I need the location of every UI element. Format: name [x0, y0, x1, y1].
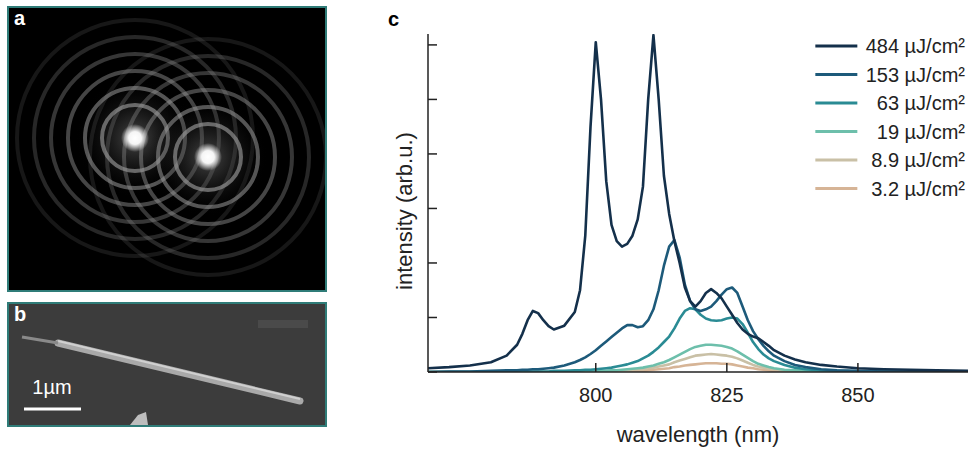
- panel-b-frame: [8, 303, 326, 426]
- background: [0, 0, 975, 455]
- legend-swatch: [815, 73, 857, 76]
- figure: 1µm a b c 800 825 850 wavelength (nm) intensity …: [0, 0, 975, 455]
- legend-label: 19 µJ/cm²: [877, 121, 966, 143]
- legend-label: 153 µJ/cm²: [866, 64, 966, 86]
- y-axis: [427, 34, 429, 372]
- nanowire-edge: [58, 341, 300, 399]
- legend-swatch: [815, 187, 857, 190]
- y-tick: [428, 99, 437, 101]
- panel-label: b: [14, 303, 26, 325]
- legend-label: 63 µJ/cm²: [877, 92, 966, 114]
- legend-swatch: [815, 159, 857, 162]
- x-tick-label: 825: [710, 384, 743, 406]
- plot-lines: [428, 35, 968, 372]
- x-tick: [857, 363, 859, 372]
- substrate-feature: [258, 320, 308, 328]
- ring: [158, 107, 258, 207]
- y-tick: [428, 317, 437, 319]
- y-tick: [428, 153, 437, 155]
- legend-label: 8.9 µJ/cm²: [871, 149, 965, 171]
- x-tick-label: 850: [841, 384, 874, 406]
- bright-spot: [121, 124, 149, 152]
- image-ground: [9, 8, 325, 290]
- legend: 484 µJ/cm² 153 µJ/cm² 63 µJ/cm² 19 µJ/cm² 8.…: [815, 35, 965, 200]
- ring: [141, 90, 275, 224]
- image-ground: [9, 304, 325, 425]
- ring: [90, 39, 325, 275]
- ring: [124, 73, 292, 241]
- spectrum-line: [428, 308, 968, 372]
- legend-swatch: [815, 45, 857, 48]
- spectrum-line: [428, 35, 968, 371]
- spectrum-line: [428, 345, 968, 372]
- x-tick: [595, 363, 597, 372]
- bright-spot: [194, 143, 222, 171]
- y-tick: [428, 262, 437, 264]
- scale-bar: [24, 408, 81, 411]
- nanowire-tip: [22, 337, 58, 343]
- x-tick: [726, 363, 728, 372]
- nanowire: [58, 343, 300, 401]
- y-tick: [428, 371, 437, 373]
- legend-swatch: [815, 102, 857, 105]
- ring: [175, 124, 241, 190]
- panel-label: c: [388, 8, 399, 30]
- x-axis-title: wavelength (nm): [616, 422, 780, 447]
- x-tick-label: 800: [579, 384, 612, 406]
- y-tick: [428, 44, 437, 46]
- x-axis: [428, 371, 968, 373]
- scale-bar-label: 1µm: [32, 376, 71, 398]
- y-tick: [428, 208, 437, 210]
- panel-a-image: [9, 8, 325, 290]
- legend-label: 3.2 µJ/cm²: [871, 178, 965, 200]
- haze-spot: [148, 97, 268, 217]
- debris: [130, 412, 148, 425]
- panel-label: a: [14, 7, 26, 29]
- legend-label: 484 µJ/cm²: [866, 35, 966, 57]
- panel-b-image: 1µm: [9, 304, 325, 425]
- y-axis-title: intensity (arb.u.): [392, 132, 417, 290]
- panel-a-frame: [8, 7, 326, 291]
- legend-swatch: [815, 130, 857, 133]
- ring: [107, 56, 309, 258]
